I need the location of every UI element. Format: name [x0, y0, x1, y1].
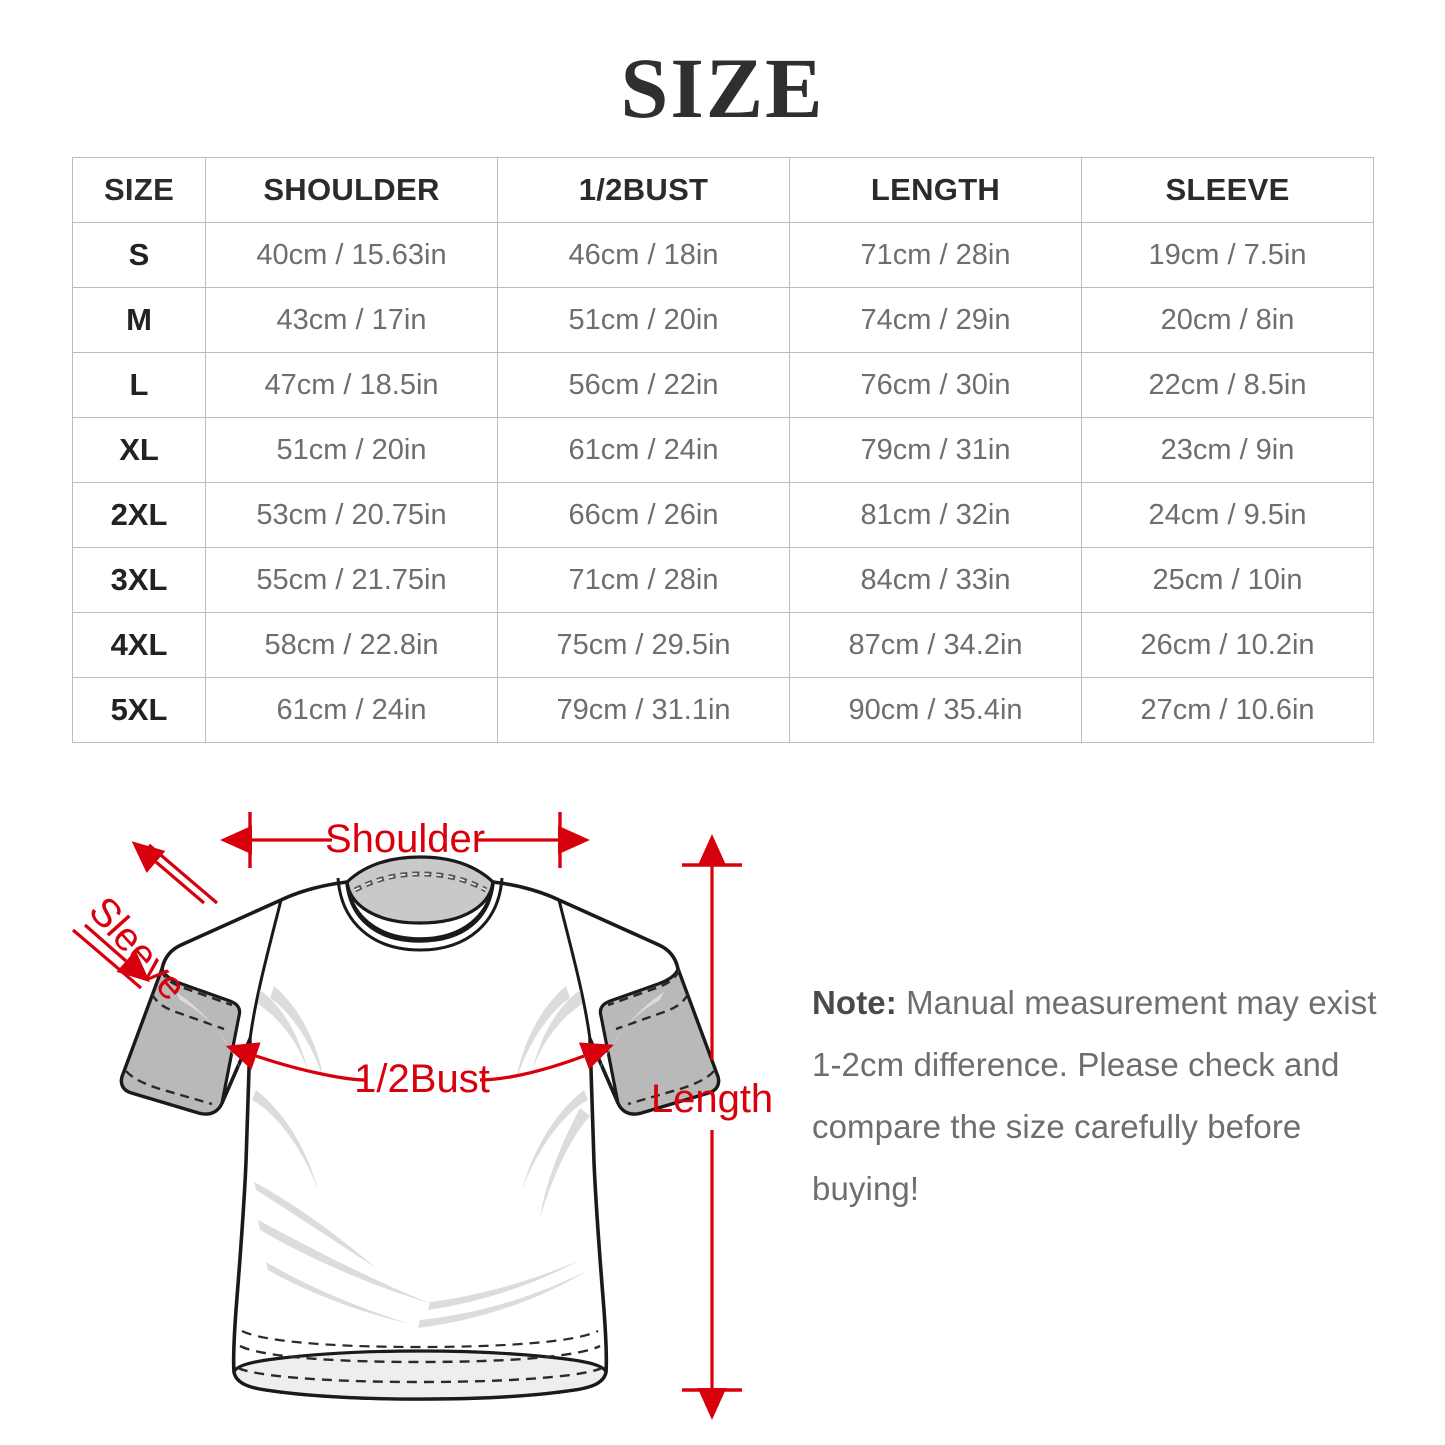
column-header-size: SIZE: [72, 157, 206, 223]
tshirt-illustration: [119, 855, 721, 1401]
bust-cell: 61cm / 24in: [497, 417, 790, 483]
table-row: 5XL 61cm / 24in 79cm / 31.1in 90cm / 35.4in…: [72, 677, 1374, 743]
bust-cell: 75cm / 29.5in: [497, 612, 790, 678]
note-text: Manual measurement may exist 1-2cm diffe…: [812, 984, 1377, 1207]
note-block: Note: Manual measurement may exist 1-2cm…: [812, 972, 1382, 1220]
column-header-bust: 1/2BUST: [497, 157, 790, 223]
size-cell: L: [72, 352, 206, 418]
table-row: 3XL 55cm / 21.75in 71cm / 28in 84cm / 33in 2…: [72, 547, 1374, 613]
table-row: M 43cm / 17in 51cm / 20in 74cm / 29in 20cm /…: [72, 287, 1374, 353]
bust-label: 1/2Bust: [354, 1057, 490, 1101]
table-row: L 47cm / 18.5in 56cm / 22in 76cm / 30in 22cm…: [72, 352, 1374, 418]
size-cell: M: [72, 287, 206, 353]
table-header-row: SIZE SHOULDER 1/2BUST LENGTH SLEEVE: [72, 157, 1374, 223]
column-header-shoulder: SHOULDER: [205, 157, 498, 223]
sleeve-cell: 26cm / 10.2in: [1081, 612, 1374, 678]
sleeve-cell: 24cm / 9.5in: [1081, 482, 1374, 548]
bust-cell: 66cm / 26in: [497, 482, 790, 548]
length-cell: 81cm / 32in: [789, 482, 1082, 548]
size-chart-table: SIZE SHOULDER 1/2BUST LENGTH SLEEVE S 40c…: [72, 157, 1374, 743]
page-title: SIZE: [620, 40, 825, 136]
sleeve-cell: 23cm / 9in: [1081, 417, 1374, 483]
size-cell: 3XL: [72, 547, 206, 613]
shoulder-cell: 58cm / 22.8in: [205, 612, 498, 678]
length-cell: 90cm / 35.4in: [789, 677, 1082, 743]
table-body: S 40cm / 15.63in 46cm / 18in 71cm / 28in 19c…: [72, 222, 1374, 743]
shoulder-cell: 43cm / 17in: [205, 287, 498, 353]
length-cell: 84cm / 33in: [789, 547, 1082, 613]
shoulder-cell: 53cm / 20.75in: [205, 482, 498, 548]
shoulder-label: Shoulder: [325, 817, 485, 861]
table-row: XL 51cm / 20in 61cm / 24in 79cm / 31in 23cm …: [72, 417, 1374, 483]
size-cell: XL: [72, 417, 206, 483]
table-header: SIZE SHOULDER 1/2BUST LENGTH SLEEVE: [72, 157, 1374, 223]
length-cell: 71cm / 28in: [789, 222, 1082, 288]
bust-cell: 79cm / 31.1in: [497, 677, 790, 743]
sleeve-cell: 22cm / 8.5in: [1081, 352, 1374, 418]
column-header-sleeve: SLEEVE: [1081, 157, 1374, 223]
length-label: Length: [651, 1077, 773, 1121]
length-cell: 79cm / 31in: [789, 417, 1082, 483]
length-measure: Length: [651, 834, 773, 1420]
table-row: 2XL 53cm / 20.75in 66cm / 26in 81cm / 32in 2…: [72, 482, 1374, 548]
note-label: Note:: [812, 984, 897, 1021]
size-cell: 2XL: [72, 482, 206, 548]
shoulder-cell: 55cm / 21.75in: [205, 547, 498, 613]
shoulder-cell: 47cm / 18.5in: [205, 352, 498, 418]
sleeve-cell: 25cm / 10in: [1081, 547, 1374, 613]
sleeve-cell: 27cm / 10.6in: [1081, 677, 1374, 743]
shoulder-measure: Shoulder: [220, 812, 590, 868]
length-cell: 87cm / 34.2in: [789, 612, 1082, 678]
sleeve-cell: 20cm / 8in: [1081, 287, 1374, 353]
size-cell: S: [72, 222, 206, 288]
table-row: S 40cm / 15.63in 46cm / 18in 71cm / 28in 19c…: [72, 222, 1374, 288]
bust-cell: 71cm / 28in: [497, 547, 790, 613]
size-cell: 4XL: [72, 612, 206, 678]
length-cell: 74cm / 29in: [789, 287, 1082, 353]
bust-cell: 51cm / 20in: [497, 287, 790, 353]
tshirt-measurement-diagram: Shoulder Sleeve 1/2Bust Length: [60, 790, 800, 1430]
table-row: 4XL 58cm / 22.8in 75cm / 29.5in 87cm / 34.2…: [72, 612, 1374, 678]
shoulder-cell: 40cm / 15.63in: [205, 222, 498, 288]
length-cell: 76cm / 30in: [789, 352, 1082, 418]
bust-cell: 46cm / 18in: [497, 222, 790, 288]
shoulder-cell: 61cm / 24in: [205, 677, 498, 743]
bust-cell: 56cm / 22in: [497, 352, 790, 418]
bust-measure: 1/2Bust: [225, 1042, 614, 1101]
column-header-length: LENGTH: [789, 157, 1082, 223]
shoulder-cell: 51cm / 20in: [205, 417, 498, 483]
size-cell: 5XL: [72, 677, 206, 743]
sleeve-cell: 19cm / 7.5in: [1081, 222, 1374, 288]
